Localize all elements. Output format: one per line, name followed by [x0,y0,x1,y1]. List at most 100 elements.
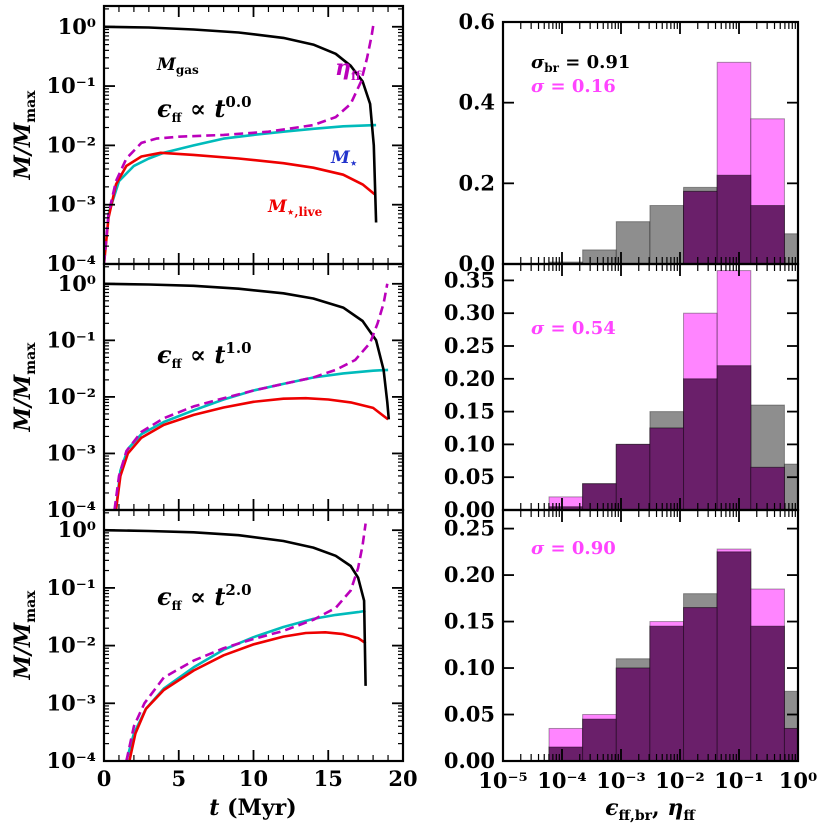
series-line-eta_ff [113,283,389,510]
y-tick-label: 0.10 [444,655,495,680]
x-tick-label: 10⁻⁵ [478,768,528,793]
y-tick-label: 0.0 [458,251,495,276]
hist-bar-epsilon-ff-br [649,205,685,264]
sigma-br-label: σbr = 0.91 [531,52,630,75]
y-tick-label: 10⁻² [46,384,96,409]
y-tick-label: 10⁻⁴ [46,497,96,522]
y-tick-label: 10⁻¹ [46,575,96,600]
y-tick-label: 0.00 [444,497,495,522]
right-x-axis-label: ϵff,br, ηff [605,795,696,824]
y-tick-label: 0.6 [458,9,495,34]
y-label-mid: M/Mmax [10,342,39,433]
y-tick-label: 0.25 [444,333,495,358]
y-tick-label: 0.20 [444,366,495,391]
left-bot-ticks: 0 5 10 15 20 10⁻⁴ 10⁻³ 10⁻² 10⁻¹ 10⁰ [46,510,418,791]
hist-bar-epsilon-ff-br [582,249,617,264]
x-tick-label: 15 [314,766,343,791]
left-mid-plot [104,282,391,510]
right-mid-ticks: 0.00 0.05 0.10 0.15 0.20 0.25 0.30 0.35 [444,264,799,522]
y-tick-label: 0.20 [444,562,495,587]
y-tick-label: 0.10 [444,431,495,456]
y-tick-label: 10⁰ [58,271,96,296]
hist-bar-overlap [683,378,718,510]
series-line-eta_ff [125,523,367,761]
left-bot-frame [102,508,405,763]
hist-bar-epsilon-ff-br [783,233,798,264]
hist-bar-overlap [750,205,785,264]
y-label-bot: M/Mmax [10,590,39,681]
x-tick-label: 10⁻³ [596,768,646,793]
y-tick-label: 10⁻³ [46,192,96,217]
hist-bar-overlap [750,466,785,510]
hist-bar-overlap [716,174,752,264]
y-tick-label: 10⁰ [58,14,96,39]
x-tick-label: 10⁻² [655,768,705,793]
y-tick-label: 10⁻³ [46,440,96,465]
series-line-m_star_live [114,396,389,510]
panel-left-mid: 10⁻⁴ 10⁻³ 10⁻² 10⁻¹ 10⁰ ϵff ∝ t1.0 [46,262,405,522]
y-tick-label: 10⁻⁴ [46,251,96,276]
series-line-eta_ff [104,21,376,264]
sigma-mid-label: σ = 0.54 [531,318,616,339]
hist-bar-overlap [683,607,718,761]
left-top-ticks: 10⁻⁴ 10⁻³ 10⁻² 10⁻¹ 10⁰ [46,6,404,276]
hist-bar-overlap [683,190,718,264]
eps-ff-t1-label: ϵff ∝ t1.0 [157,339,252,371]
eps-ff-t0-label: ϵff ∝ t0.0 [157,93,252,125]
left-bot-plot [104,523,367,761]
right-top-ticks: 0.0 0.2 0.4 0.6 [458,9,799,276]
hist-bar-overlap [582,483,617,510]
hist-bar-overlap [750,625,785,761]
left-top-plot [104,21,378,264]
panel-right-bot: 10⁻⁵ 10⁻⁴ 10⁻³ 10⁻² 10⁻¹ 10⁰ 0.00 0.05 0.10 0.15 0… [444,508,817,793]
y-tick-label: 0.15 [444,609,495,634]
y-tick-label: 0.00 [444,748,495,773]
left-mid-frame [102,262,405,512]
sigma-bot-label: σ = 0.90 [531,538,616,559]
panel-right-top: 0.0 0.2 0.4 0.6 σbr = 0.91 σ = 0.16 [458,9,800,276]
left-mid-ticks: 10⁻⁴ 10⁻³ 10⁻² 10⁻¹ 10⁰ [46,264,404,522]
y-tick-label: 10⁻² [46,633,96,658]
right-bot-ticks: 10⁻⁵ 10⁻⁴ 10⁻³ 10⁻² 10⁻¹ 10⁰ 0.00 0.05 0.10 0.15 0… [444,510,817,793]
hist-bar-overlap [649,427,685,510]
right-mid-plot [548,270,798,510]
y-tick-label: 0.15 [444,399,495,424]
x-tick-label: 10⁰ [779,768,817,793]
x-tick-label: 10⁻⁴ [537,768,587,793]
y-tick-label: 10⁰ [58,517,96,542]
hist-bar-overlap [649,625,685,761]
y-tick-label: 10⁻³ [46,690,96,715]
y-tick-label: 0.4 [458,90,495,115]
hist-bar-overlap [716,551,752,761]
y-tick-label: 0.25 [444,516,495,541]
left-x-axis-label: t (Myr) [209,795,296,821]
series-line-m_star_live [104,151,376,264]
x-tick-label: 20 [388,766,417,791]
x-tick-label: 10 [239,766,268,791]
y-label-top: M/Mmax [10,90,39,181]
y-tick-label: 0.2 [458,170,495,195]
eps-ff-t2-label: ϵff ∝ t2.0 [157,581,252,613]
y-tick-label: 10⁻² [46,132,96,157]
y-tick-label: 0.30 [444,300,495,325]
y-tick-label: 10⁻¹ [46,73,96,98]
series-line-m_star_live [128,631,367,761]
eta-ff-label: ηff [335,55,362,83]
series-line-m_gas [104,25,378,223]
x-tick-label: 10⁻¹ [714,768,764,793]
hist-bar-overlap [783,727,798,761]
hist-bar-epsilon-ff-br [783,463,798,510]
y-tick-label: 10⁻¹ [46,327,96,352]
y-tick-label: 0.05 [444,702,495,727]
y-tick-label: 0.05 [444,464,495,489]
panel-right-mid: 0.00 0.05 0.10 0.15 0.20 0.25 0.30 0.35 σ = 0.5… [444,262,800,522]
series-line-m_gas [104,282,391,420]
y-tick-label: 10⁻⁴ [46,748,96,773]
series-line-m_star [107,123,377,215]
right-bot-frame [501,508,800,763]
series-line-m_gas [104,528,367,686]
hist-bar-overlap [615,667,651,761]
hist-bar-overlap [716,365,752,510]
